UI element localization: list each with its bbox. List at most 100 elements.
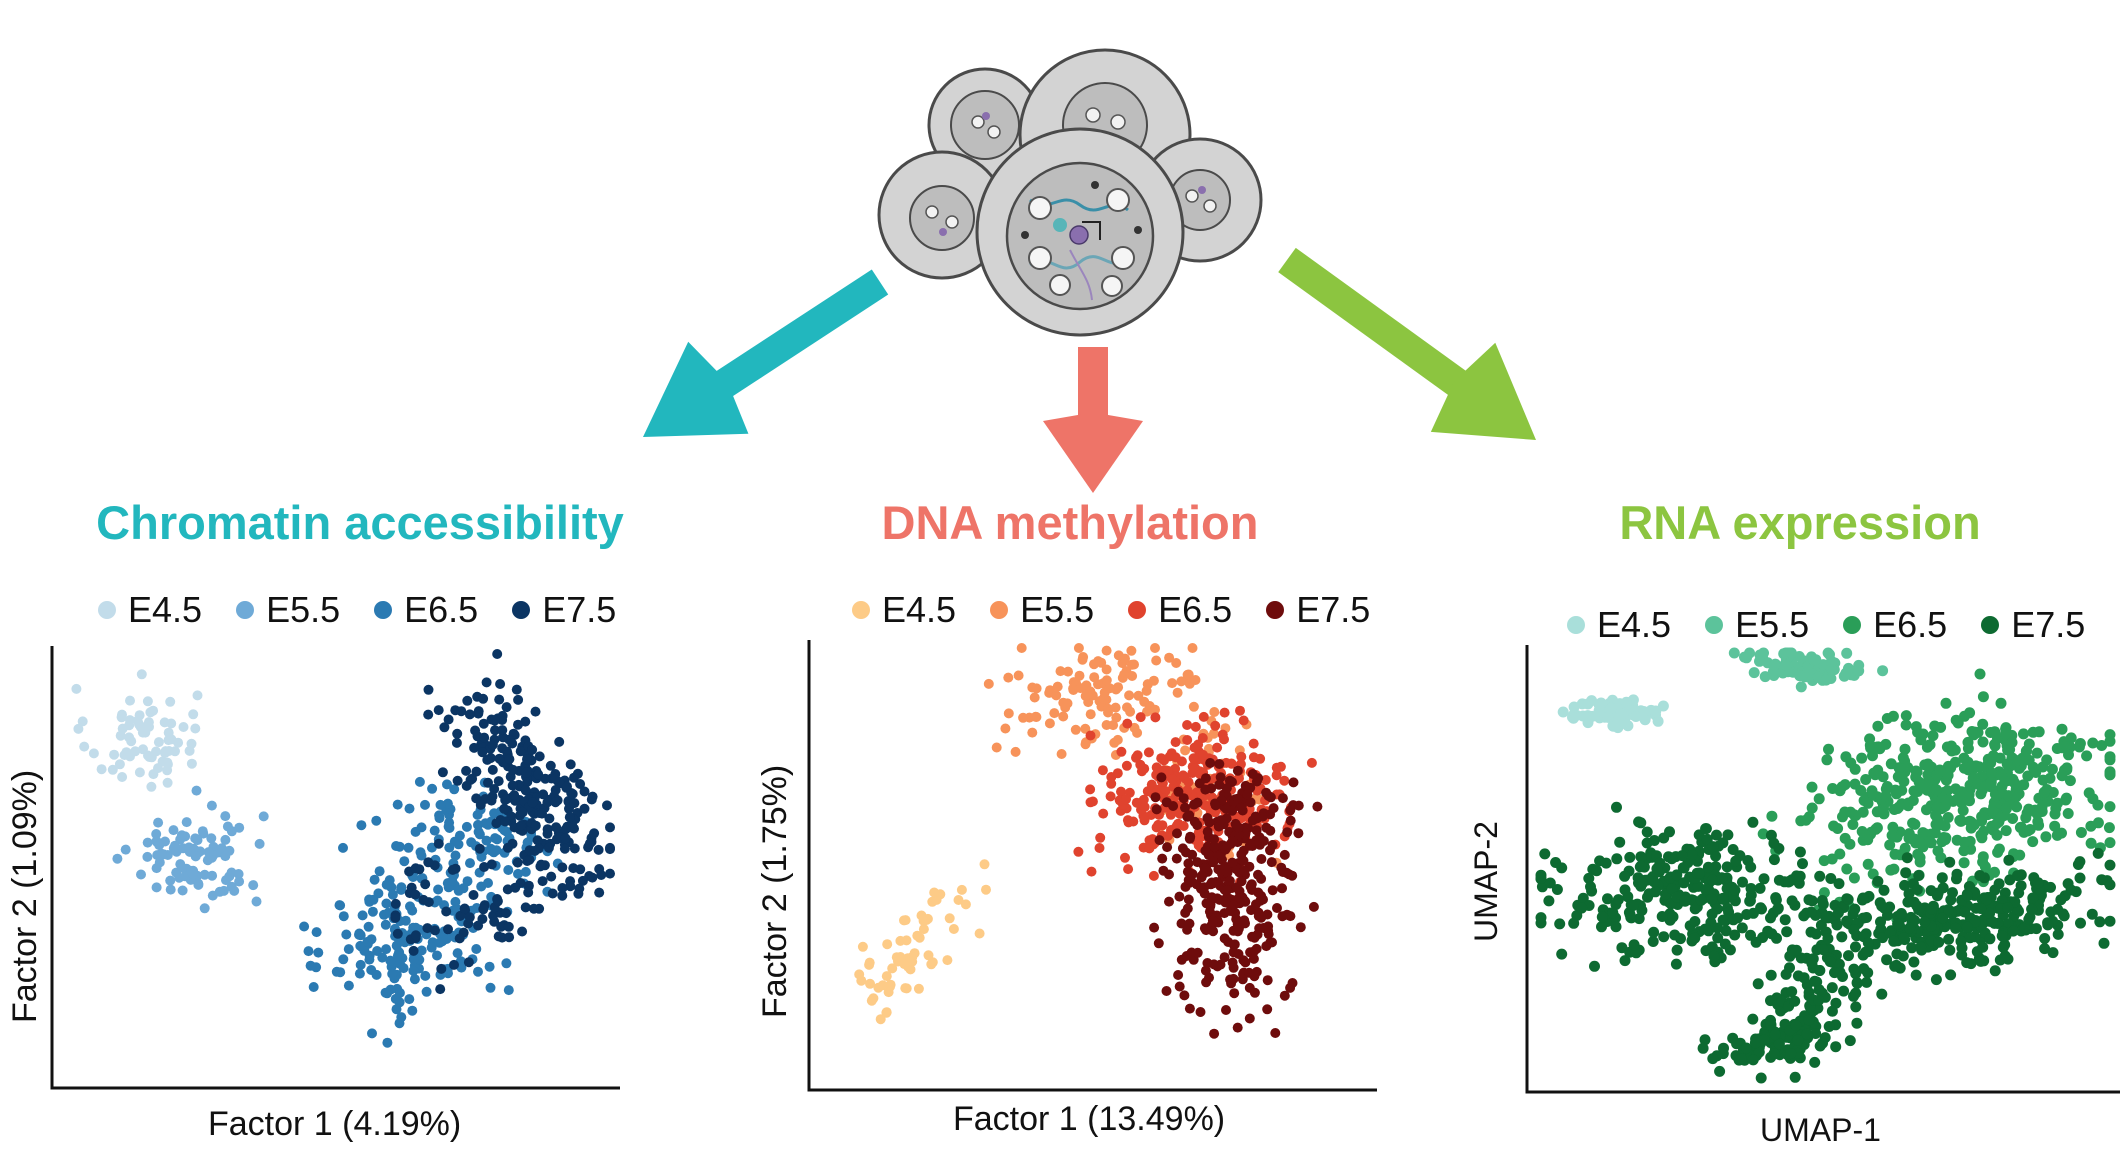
methylation-point	[1162, 842, 1173, 853]
chromatin-point	[567, 788, 578, 799]
rna-point	[2092, 847, 2104, 859]
chromatin-point	[120, 844, 131, 855]
methylation-point	[1101, 675, 1112, 686]
rna-point	[1860, 774, 1872, 785]
chromatin-point	[420, 879, 431, 890]
methylation-point	[1239, 917, 1250, 928]
chromatin-point	[426, 942, 437, 953]
methylation-point	[1208, 728, 1219, 739]
rna-point	[1753, 1046, 1765, 1058]
rna-legend-swatch	[1981, 616, 2000, 634]
methylation-point	[1165, 809, 1176, 820]
rna-point	[1794, 846, 1806, 858]
methylation-point	[1187, 643, 1198, 653]
rna-point	[1856, 826, 1868, 837]
chromatin-legend-swatch	[512, 601, 531, 619]
chromatin-point	[435, 984, 446, 995]
rna-point	[2044, 772, 2056, 784]
methylation-point	[1156, 772, 1167, 783]
rna-point	[1719, 938, 1731, 950]
rna-point	[1647, 936, 1659, 947]
chromatin-point	[574, 883, 585, 894]
rna-point	[1964, 932, 1976, 944]
chromatin-point	[117, 772, 128, 782]
methylation-point	[1044, 718, 1055, 729]
rna-point	[1740, 1042, 1752, 1054]
rna-point	[2023, 803, 2035, 815]
chromatin-point	[565, 881, 576, 892]
rna-point	[1773, 874, 1785, 886]
rna-point	[2027, 761, 2039, 773]
chromatin-legend-swatch	[236, 601, 255, 619]
rna-point	[2012, 870, 2023, 882]
methylation-point	[887, 963, 898, 974]
chromatin-point	[394, 841, 405, 852]
rna-point	[1722, 829, 1734, 841]
chromatin-point	[160, 748, 170, 758]
rna-point	[1706, 874, 1718, 886]
chromatin-point	[476, 851, 487, 862]
rna-point	[1785, 647, 1797, 659]
methylation-point	[1125, 706, 1136, 717]
rna-point	[1602, 893, 1613, 905]
chromatin-point	[192, 835, 203, 846]
rna-point	[1689, 932, 1701, 944]
chromatin-point	[517, 807, 528, 818]
chromatin-point	[143, 717, 154, 728]
chromatin-point	[492, 649, 503, 659]
rna-point	[1891, 948, 1903, 960]
rna-point	[1899, 842, 1911, 854]
chromatin-point	[404, 803, 415, 814]
methylation-point	[1224, 875, 1235, 886]
rna-point	[1826, 1005, 1838, 1017]
methylation-point	[1266, 857, 1277, 868]
chromatin-point	[501, 958, 512, 969]
rna-point	[1853, 659, 1865, 671]
chromatin-point	[382, 1037, 393, 1048]
rna-point	[1917, 827, 1929, 839]
methylation-point	[1161, 986, 1172, 996]
rna-point	[2031, 747, 2043, 759]
chromatin-x-label: Factor 1 (4.19%)	[208, 1105, 462, 1143]
chromatin-point	[96, 764, 107, 775]
chromatin-point	[501, 702, 512, 713]
chromatin-point	[579, 786, 590, 797]
methylation-point	[1185, 831, 1196, 842]
methylation-point	[1200, 965, 1211, 976]
chromatin-point	[356, 820, 367, 831]
rna-point	[1706, 893, 1718, 905]
methylation-point	[1167, 678, 1178, 689]
methylation-point	[1158, 865, 1169, 876]
rna-legend-label: E5.5	[1735, 604, 1810, 645]
rna-point	[1870, 823, 1882, 835]
methylation-point	[1109, 737, 1120, 748]
chromatin-point	[473, 819, 483, 830]
chromatin-legend-label: E7.5	[542, 589, 617, 630]
chromatin-point	[410, 863, 421, 874]
methylation-point	[1167, 774, 1178, 785]
chromatin-point	[308, 982, 319, 992]
chromatin-point	[112, 853, 123, 864]
rna-point	[1950, 922, 1962, 934]
chromatin-point	[77, 716, 88, 727]
methylation-point	[899, 915, 909, 926]
chromatin-point	[491, 818, 502, 829]
methylation-point	[1139, 815, 1150, 826]
chromatin-point	[107, 764, 118, 775]
rna-points	[1535, 647, 2116, 1084]
chromatin-point	[387, 968, 398, 979]
chromatin-point	[258, 811, 269, 822]
methylation-point	[1070, 724, 1081, 735]
chromatin-point	[135, 721, 146, 732]
rna-point	[1930, 784, 1942, 796]
rna-point	[1866, 787, 1878, 799]
rna-point	[1670, 958, 1682, 970]
rna-point	[1867, 750, 1878, 762]
methylation-point	[1209, 959, 1219, 970]
methylation-point	[1285, 815, 1296, 826]
rna-point	[1991, 818, 2003, 830]
chromatin-point	[596, 870, 607, 880]
rna-point	[1792, 1034, 1804, 1046]
rna-point	[2065, 884, 2077, 896]
rna-point	[1996, 930, 2008, 942]
